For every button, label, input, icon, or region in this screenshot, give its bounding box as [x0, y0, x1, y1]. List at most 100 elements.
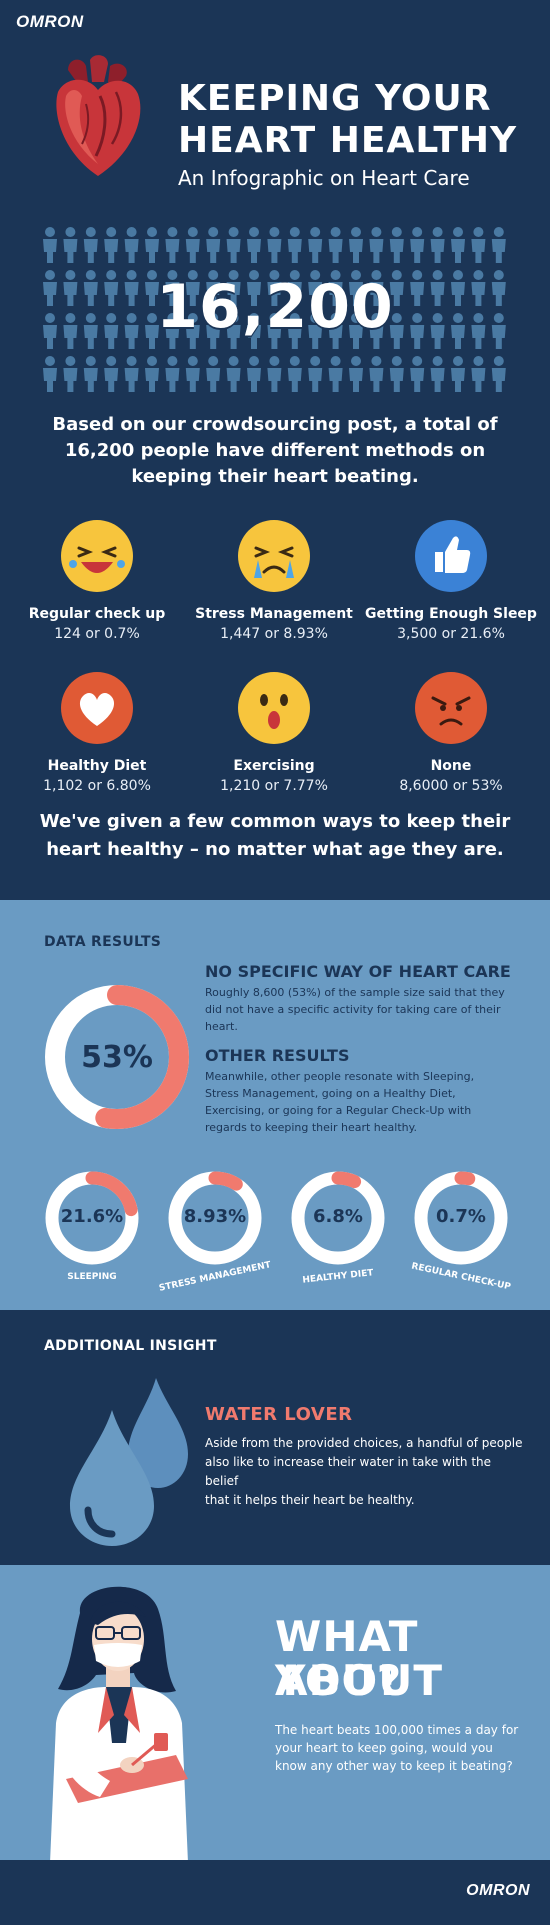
person-icon [247, 313, 261, 349]
person-icon [145, 313, 159, 349]
ring-percent-label: 6.8% [313, 1206, 363, 1227]
no-specific-text: Roughly 8,600 (53%) of the sample size s… [205, 984, 525, 1035]
person-icon [308, 227, 323, 263]
category-stress-management: Stress Management 1,447 or 8.93% [184, 520, 364, 642]
what-about-you-line1: WHAT ABOUT [275, 1612, 443, 1705]
you-line3: know any other way to keep it beating? [275, 1759, 513, 1773]
main-percent-label: 53% [81, 1040, 153, 1075]
footer-brand-logo: OMRON [466, 1882, 530, 1899]
water-line1: Aside from the provided choices, a handf… [205, 1436, 523, 1450]
small-ring-value-arc [45, 1171, 139, 1265]
heart-organ-illustration [56, 55, 141, 176]
water-drops-icon [70, 1378, 188, 1546]
person-icon [185, 227, 200, 263]
result-ring-healthy-diet: 6.8% HEALTHY DIET [288, 1168, 388, 1308]
additional-insight-section: ADDITIONAL INSIGHT WATER LOVER Aside fro… [0, 1310, 550, 1565]
what-about-you-line2: YOU? [275, 1656, 403, 1705]
people-grid-illustration [43, 227, 506, 392]
brand-logo: OMRON [16, 12, 84, 31]
category-label: Exercising [233, 758, 315, 774]
person-icon [185, 356, 200, 392]
person-icon [83, 270, 98, 306]
footer: OMRON [0, 1860, 550, 1925]
person-icon [430, 356, 445, 392]
thumbs-up-icon [415, 520, 487, 592]
category-exercising: Exercising 1,210 or 7.77% [184, 672, 364, 794]
person-icon [63, 227, 78, 263]
person-icon [226, 270, 241, 306]
person-icon [308, 356, 323, 392]
person-icon [287, 227, 302, 263]
person-icon [63, 270, 78, 306]
person-icon [206, 313, 221, 349]
other-results-heading: OTHER RESULTS [205, 1046, 350, 1065]
closing-line2: heart healthy – no matter what age they … [46, 839, 504, 860]
person-icon [471, 270, 486, 306]
no-specific-line3: heart. [205, 1020, 238, 1033]
person-icon [267, 356, 282, 392]
person-icon [165, 270, 180, 306]
person-icon [165, 227, 180, 263]
person-icon [410, 313, 425, 349]
person-icon [430, 270, 445, 306]
person-icon [43, 270, 57, 306]
additional-insight-heading: ADDITIONAL INSIGHT [44, 1338, 217, 1354]
person-icon [104, 313, 119, 349]
intro-line1: Based on our crowdsourcing post, a total… [52, 414, 498, 435]
person-icon [63, 313, 78, 349]
person-icon [287, 313, 302, 349]
person-icon [83, 356, 98, 392]
hero-section: OMRON KEEPING YOUR HEART HEALTHY An Info… [0, 0, 550, 900]
person-icon [104, 356, 119, 392]
person-icon [145, 356, 159, 392]
category-label: Healthy Diet [47, 758, 147, 774]
water-lover-text: Aside from the provided choices, a handf… [205, 1434, 525, 1510]
person-icon [349, 227, 363, 263]
person-icon [369, 313, 384, 349]
person-icon [124, 313, 139, 349]
person-icon [267, 270, 282, 306]
category-value: 3,500 or 21.6% [397, 626, 505, 642]
person-icon [369, 356, 384, 392]
small-donut-ring [291, 1171, 385, 1265]
person-icon [145, 227, 159, 263]
person-icon [247, 356, 261, 392]
person-icon [63, 356, 78, 392]
person-icon [410, 270, 425, 306]
person-icon [471, 227, 486, 263]
person-icon [308, 313, 323, 349]
person-icon [104, 227, 119, 263]
main-subtitle: An Infographic on Heart Care [178, 166, 470, 190]
you-line1: The heart beats 100,000 times a day for [275, 1723, 519, 1737]
small-rings-row: 21.6% SLEEPING 8.93% STRESS MANAGEMENT 6.8% H… [0, 1168, 550, 1308]
person-icon [83, 227, 98, 263]
small-ring-value-arc [414, 1171, 508, 1265]
person-icon [328, 313, 343, 349]
person-icon [389, 313, 404, 349]
person-icon [430, 227, 445, 263]
water-line3: that it helps their heart be healthy. [205, 1493, 415, 1507]
person-icon [491, 270, 506, 306]
person-icon [287, 356, 302, 392]
person-icon [104, 270, 119, 306]
other-results-line1: Meanwhile, other people resonate with Sl… [205, 1070, 475, 1083]
small-donut-ring [414, 1171, 508, 1265]
person-icon [247, 270, 261, 306]
person-icon [247, 227, 261, 263]
person-icon [206, 227, 221, 263]
category-label: Regular check up [28, 606, 166, 622]
person-icon [430, 313, 445, 349]
category-value: 1,447 or 8.93% [220, 626, 328, 642]
person-icon [389, 270, 404, 306]
person-icon [226, 227, 241, 263]
person-icon [349, 313, 363, 349]
person-icon [226, 356, 241, 392]
small-ring-value-arc [168, 1171, 262, 1265]
result-ring-sleeping: 21.6% SLEEPING [42, 1168, 142, 1308]
you-line2: your heart to keep going, would you [275, 1741, 493, 1755]
category-none: None 8,6000 or 53% [361, 672, 541, 794]
other-results-line4: regards to keeping their heart healthy. [205, 1121, 418, 1134]
ring-caption-label: SLEEPING [67, 1272, 117, 1282]
main-title-line2: HEART HEALTHY [178, 120, 518, 161]
water-lover-heading: WATER LOVER [205, 1404, 353, 1425]
